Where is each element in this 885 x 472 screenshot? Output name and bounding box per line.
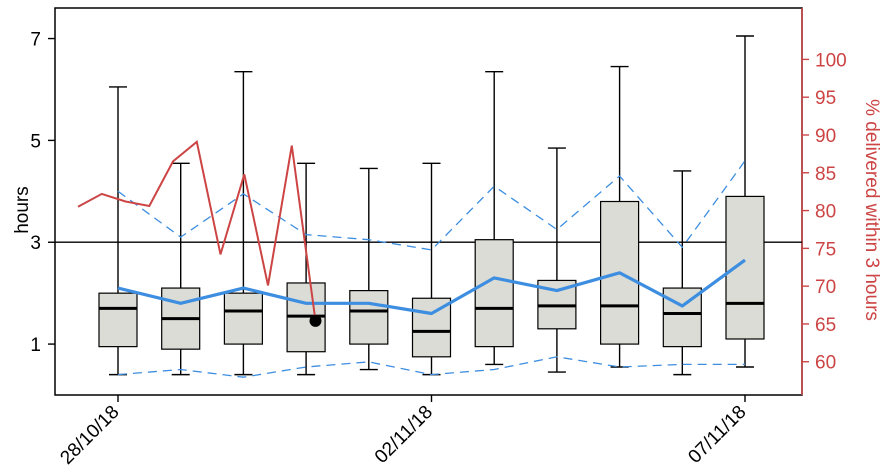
plot-area: 1 3 5 7 60 65 70 75 80 85 90 95 100 28/10/18 02/11/18 0… [30,7,847,469]
y-axis-title: hours [12,186,33,234]
x-tick-label: 07/11/18 [684,402,750,468]
y2-tick-label: 80 [815,202,836,223]
percent-end-marker [309,314,322,327]
percent-line [77,139,317,322]
y-tick-label: 3 [30,233,41,254]
y-tick-label: 7 [30,30,41,51]
mean-line [117,258,746,316]
box-body [474,239,514,348]
y2-axis-title: % delivered within 3 hours [861,99,882,321]
x-tick-label: 02/11/18 [371,402,437,468]
x-tick-label: 28/10/18 [56,402,123,469]
y2-tick-label: 75 [815,239,836,260]
box-body [98,292,138,348]
lower-band-line [117,356,745,378]
y2-tick-label: 85 [815,164,836,185]
y2-tick-label: 65 [815,315,836,336]
y2-tick-label: 90 [815,126,836,147]
y-tick-label: 1 [30,335,41,356]
y2-tick-label: 95 [815,88,836,109]
box-body [725,195,765,340]
y2-tick-label: 100 [815,50,847,71]
y2-tick-label: 70 [815,277,836,298]
y-tick-label: 5 [30,131,41,152]
upper-band-line [117,160,746,251]
box-body [349,290,389,345]
y2-tick-label: 60 [815,353,836,374]
box-body [223,292,263,345]
